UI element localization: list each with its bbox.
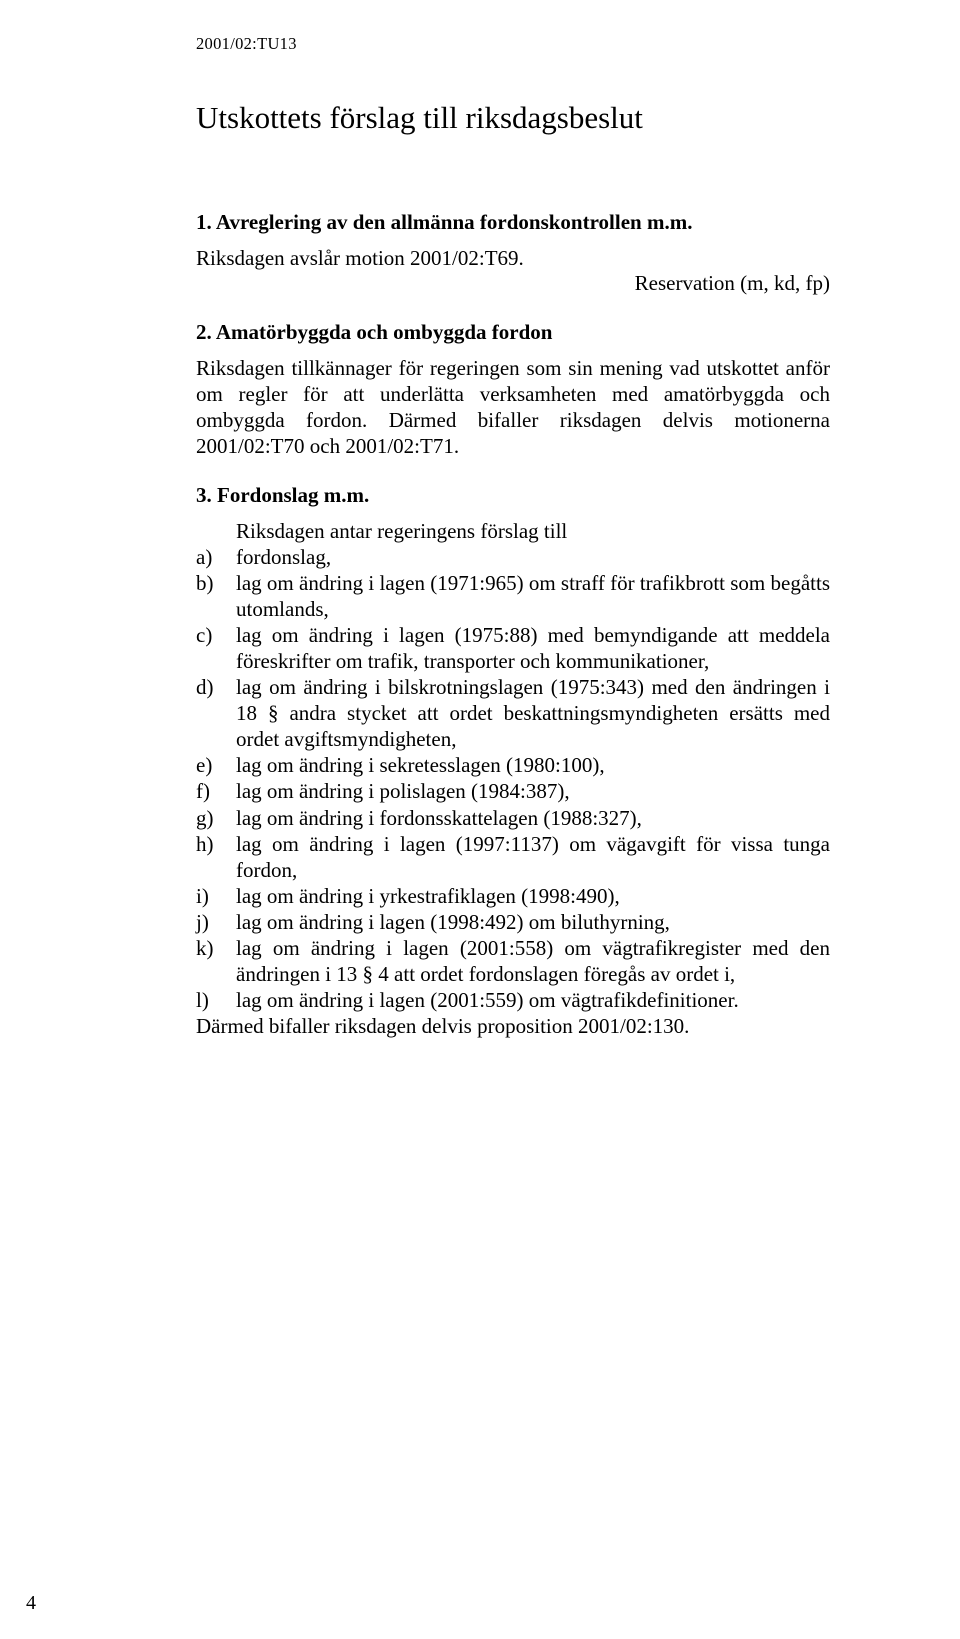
section-1-reservation: Reservation (m, kd, fp) [196,271,830,296]
section-1-text: Riksdagen avslår motion 2001/02:T69. [196,245,830,271]
list-item: b) lag om ändring i lagen (1971:965) om … [196,570,830,622]
list-text: lag om ändring i polislagen (1984:387), [236,778,830,804]
list-text: fordonslag, [236,544,830,570]
list-text: lag om ändring i bilskrotningslagen (197… [236,674,830,752]
list-text: lag om ändring i lagen (1998:492) om bil… [236,909,830,935]
section-3-closing: Därmed bifaller riksdagen delvis proposi… [196,1013,830,1039]
list-text: lag om ändring i lagen (2001:558) om väg… [236,935,830,987]
page-title: Utskottets förslag till riksdagsbeslut [196,100,830,136]
list-text: lag om ändring i yrkestrafiklagen (1998:… [236,883,830,909]
list-marker: j) [196,909,236,935]
section-3-list: a) fordonslag, b) lag om ändring i lagen… [196,544,830,1013]
list-marker: e) [196,752,236,778]
list-marker: f) [196,778,236,804]
section-3-intro: Riksdagen antar regeringens förslag till [196,518,830,544]
list-text: lag om ändring i lagen (1971:965) om str… [236,570,830,622]
list-marker: g) [196,805,236,831]
list-text: lag om ändring i lagen (1975:88) med bem… [236,622,830,674]
list-item: f) lag om ändring i polislagen (1984:387… [196,778,830,804]
section-2-text: Riksdagen tillkännager för regeringen so… [196,355,830,459]
list-text: lag om ändring i sekretesslagen (1980:10… [236,752,830,778]
list-item: d) lag om ändring i bilskrotningslagen (… [196,674,830,752]
list-marker: b) [196,570,236,622]
document-page: 2001/02:TU13 Utskottets förslag till rik… [0,0,960,1639]
list-text: lag om ändring i lagen (2001:559) om väg… [236,987,830,1013]
list-marker: a) [196,544,236,570]
list-item: k) lag om ändring i lagen (2001:558) om … [196,935,830,987]
section-2-heading: 2. Amatörbyggda och ombyggda fordon [196,320,830,345]
page-number: 4 [26,1592,36,1615]
section-3-heading: 3. Fordonslag m.m. [196,483,830,508]
list-marker: h) [196,831,236,883]
list-text: lag om ändring i lagen (1997:1137) om vä… [236,831,830,883]
list-item: c) lag om ändring i lagen (1975:88) med … [196,622,830,674]
document-id: 2001/02:TU13 [196,34,830,54]
list-item: a) fordonslag, [196,544,830,570]
list-marker: l) [196,987,236,1013]
list-item: e) lag om ändring i sekretesslagen (1980… [196,752,830,778]
list-item: i) lag om ändring i yrkestrafiklagen (19… [196,883,830,909]
list-marker: d) [196,674,236,752]
list-marker: c) [196,622,236,674]
list-text: lag om ändring i fordonsskattelagen (198… [236,805,830,831]
list-marker: i) [196,883,236,909]
list-marker: k) [196,935,236,987]
list-item: j) lag om ändring i lagen (1998:492) om … [196,909,830,935]
list-item: l) lag om ändring i lagen (2001:559) om … [196,987,830,1013]
list-item: g) lag om ändring i fordonsskattelagen (… [196,805,830,831]
section-1-heading: 1. Avreglering av den allmänna fordonsko… [196,210,830,235]
list-item: h) lag om ändring i lagen (1997:1137) om… [196,831,830,883]
